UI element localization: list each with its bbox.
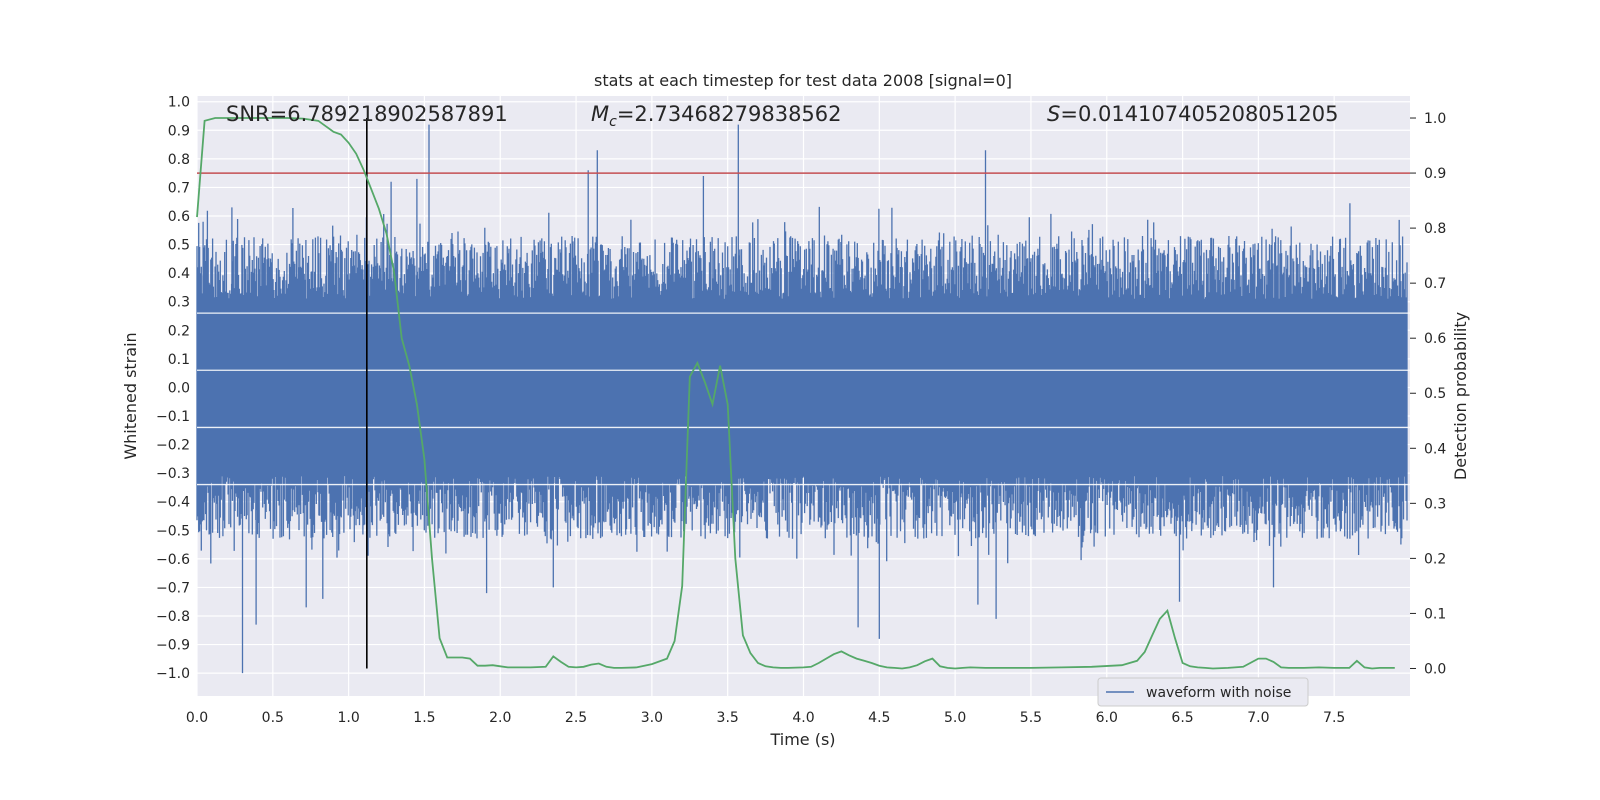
y-left-tick-label: 0.8 <box>168 152 190 168</box>
annotation-mc-symbol: M <box>591 102 609 126</box>
x-tick-label: 7.5 <box>1323 710 1345 726</box>
y-right-tick-label: 0.2 <box>1424 551 1446 567</box>
x-axis-label: Time (s) <box>769 730 835 749</box>
y-right-tick-label: 0.0 <box>1424 661 1446 677</box>
annotation-s-symbol: S <box>1047 102 1060 126</box>
chart-title: stats at each timestep for test data 200… <box>594 71 1012 90</box>
y-right-tick-label: 0.3 <box>1424 496 1446 512</box>
x-tick-label: 1.5 <box>413 710 435 726</box>
y-right-tick-label: 0.8 <box>1424 221 1446 237</box>
annotation-snr: SNR=6.789218902587891 <box>226 102 508 126</box>
x-tick-label: 5.0 <box>944 710 966 726</box>
annotation-mc-value: =2.73468279838562 <box>617 102 842 126</box>
y-left-tick-label: 0.6 <box>168 209 190 225</box>
x-tick-label: 6.0 <box>1096 710 1118 726</box>
y-left-tick-label: −0.1 <box>156 409 190 425</box>
x-tick-label: 2.5 <box>565 710 587 726</box>
x-tick-label: 7.0 <box>1247 710 1269 726</box>
y-right-tick-label: 0.4 <box>1424 441 1446 457</box>
y-left-tick-label: 0.2 <box>168 323 190 339</box>
waveform-trace <box>196 124 1408 674</box>
y-left-tick-label: −1.0 <box>156 666 190 682</box>
y-right-tick-label: 0.6 <box>1424 331 1446 347</box>
y-left-tick-label: 1.0 <box>168 95 190 111</box>
annotation-s: S=0.014107405208051205 <box>1047 102 1338 126</box>
y-left-tick-label: 0.4 <box>168 266 190 282</box>
detection-probability-line <box>196 117 1395 670</box>
y-left-tick-label: −0.9 <box>156 638 190 654</box>
y-left-tick-label: −0.3 <box>156 466 190 482</box>
y-left-tick-label: 0.3 <box>168 295 190 311</box>
y-left-tick-label: −0.7 <box>156 580 190 596</box>
series-detection-probability <box>196 117 1410 670</box>
y-right-tick-label: 0.7 <box>1424 276 1446 292</box>
series-waveform-with-noise <box>196 124 1410 674</box>
legend-label-waveform: waveform with noise <box>1146 685 1291 701</box>
y-right-tick-label: 0.9 <box>1424 166 1446 182</box>
y-right-tick-label: 0.5 <box>1424 386 1446 402</box>
y-right-tick-label: 0.1 <box>1424 606 1446 622</box>
y-left-tick-label: −0.6 <box>156 552 190 568</box>
x-tick-label: 0.0 <box>186 710 208 726</box>
y-left-tick-label: −0.4 <box>156 495 190 511</box>
legend: waveform with noise <box>1097 677 1309 707</box>
y-axis-right-label: Detection probability <box>1451 312 1470 480</box>
x-tick-label: 5.5 <box>1020 710 1042 726</box>
y-left-tick-label: −0.2 <box>156 438 190 454</box>
y-left-tick-label: 0.1 <box>168 352 190 368</box>
y-left-tick-label: 0.9 <box>168 123 190 139</box>
y-left-tick-label: 0.0 <box>168 380 190 396</box>
y-right-tick-label: 1.0 <box>1424 111 1446 127</box>
y-left-tick-label: −0.8 <box>156 609 190 625</box>
x-tick-label: 6.5 <box>1171 710 1193 726</box>
x-tick-label: 2.0 <box>489 710 511 726</box>
axes: 0.0 0.5 1.0 1.5 2.0 2.5 3.0 3.5 4.0 4.5 5.0 5.5 6.0 6… <box>156 95 1446 726</box>
x-tick-label: 4.5 <box>868 710 890 726</box>
annotation-s-value: =0.014107405208051205 <box>1060 102 1338 126</box>
x-tick-label: 3.0 <box>641 710 663 726</box>
y-axis-left-label: Whitened strain <box>121 332 140 459</box>
annotation-chirp-mass: Mc=2.73468279838562 <box>591 102 842 130</box>
x-tick-label: 0.5 <box>262 710 284 726</box>
annotation-mc-subscript: c <box>609 114 617 130</box>
x-tick-label: 4.0 <box>792 710 814 726</box>
legend-box <box>1097 677 1309 707</box>
y-left-tick-label: 0.7 <box>168 180 190 196</box>
x-tick-label: 3.5 <box>717 710 739 726</box>
x-tick-label: 1.0 <box>337 710 359 726</box>
y-left-tick-label: 0.5 <box>168 238 190 254</box>
y-left-tick-label: −0.5 <box>156 523 190 539</box>
